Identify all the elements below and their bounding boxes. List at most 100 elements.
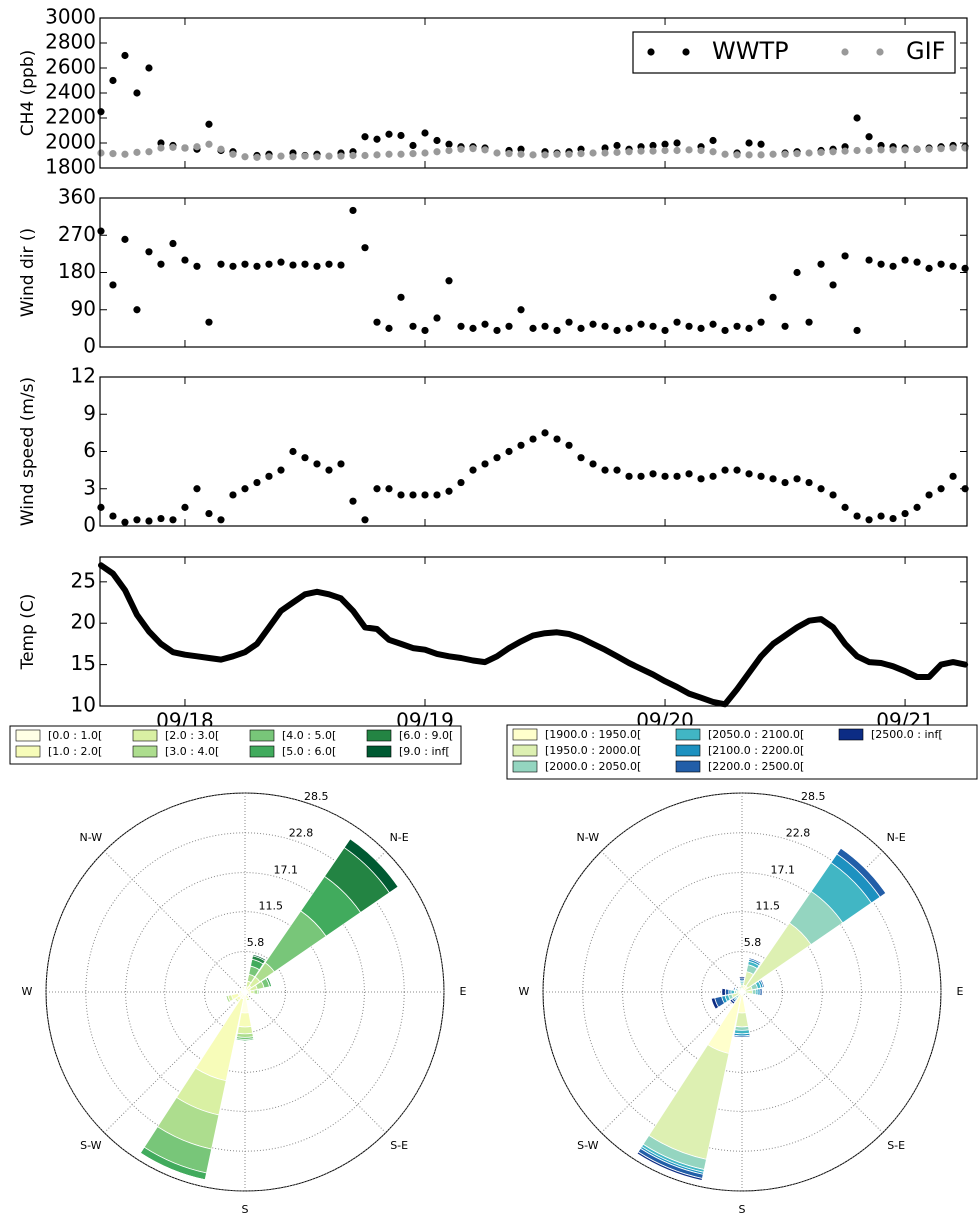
data-point [157,144,165,152]
radial-grid [661,911,823,1073]
data-point [937,260,945,268]
y-tick-label: 2600 [45,55,96,79]
data-point [157,514,165,523]
data-point [565,318,573,326]
data-point [373,151,381,159]
data-point [685,322,693,330]
data-point [265,472,273,480]
data-point [913,145,921,153]
data-point [877,512,885,520]
direction-label: S-E [887,1139,905,1152]
direction-label: S [739,1203,746,1214]
direction-label: N-E [887,831,906,844]
data-point [541,322,549,330]
data-point [169,143,177,151]
data-point [721,326,729,335]
data-point [205,318,213,326]
legend-label: [2000.0 : 2050.0[ [545,760,641,773]
data-point [517,145,525,153]
radial-tick-label: 22.8 [289,827,314,840]
angular-grid [103,991,246,1134]
data-point [769,293,777,301]
data-point [949,262,957,270]
legend-label: [0.0 : 1.0[ [48,729,102,742]
data-point [925,491,933,499]
data-point [193,143,201,151]
data-point [373,318,381,326]
legend-label: [3.0 : 4.0[ [165,745,219,758]
y-axis-label: Temp (C) [18,594,38,671]
legend-box [506,724,978,780]
data-point [565,441,573,449]
data-point [757,151,765,159]
data-point [445,277,453,285]
radial-tick-label: 28.5 [304,790,329,803]
rose-segment [724,988,730,996]
axes-frame [99,556,968,707]
data-point [97,227,105,235]
data-point [649,147,657,155]
rose-segment [738,985,741,988]
data-point [325,152,333,160]
y-tick-label: 180 [58,259,96,283]
radial-tick-label: 17.1 [771,863,796,876]
data-point [757,472,765,480]
data-point [865,146,873,155]
direction-label: W [519,985,530,998]
data-point [817,260,825,268]
data-point [301,454,309,462]
direction-label: N-E [390,831,409,844]
data-point [829,491,837,499]
legend-marker [841,48,849,56]
rose-segment [840,847,887,894]
data-point [865,516,873,524]
y-tick-label: 2000 [45,130,96,154]
data-point [769,150,777,158]
legend-label: [2100.0 : 2200.0[ [708,744,804,757]
data-point [853,114,861,122]
data-point [853,326,861,335]
data-point [841,252,849,260]
legend-swatch [512,728,538,741]
data-point [361,151,369,160]
data-point [757,318,765,326]
data-point [337,261,345,269]
data-point [337,152,345,160]
y-tick-label: 15 [71,651,96,675]
data-point [841,503,849,511]
data-point [889,262,897,270]
data-point [601,149,609,157]
legend-label: [6.0 : 9.0[ [399,729,453,742]
angular-grid [600,850,743,993]
data-point [229,262,237,270]
data-point [493,326,501,335]
radial-tick-label: 5.8 [744,936,762,949]
data-point [721,150,729,158]
data-point [421,129,429,137]
radial-grid [622,872,862,1112]
legend-swatch [512,760,538,773]
data-point [877,146,885,154]
data-point [277,152,285,160]
data-point [541,429,549,437]
data-point [289,261,297,269]
legend-label: [5.0 : 6.0[ [282,745,336,758]
rose-segment [253,989,258,995]
data-point [805,318,813,326]
data-point [529,151,537,159]
data-point [865,256,873,264]
data-point [829,148,837,156]
radial-grid [125,872,365,1112]
y-axis-label: CH4 (ppb) [18,50,38,137]
direction-label: S [242,1203,249,1214]
data-point [817,148,825,156]
data-point [145,148,153,156]
legend-label: WWTP [712,37,789,65]
data-point [613,326,621,335]
data-point [409,150,417,158]
data-point [169,239,177,248]
y-tick-label: 1800 [45,155,96,179]
y-tick-label: 10 [71,693,96,717]
data-point [685,146,693,154]
data-point [433,136,441,145]
